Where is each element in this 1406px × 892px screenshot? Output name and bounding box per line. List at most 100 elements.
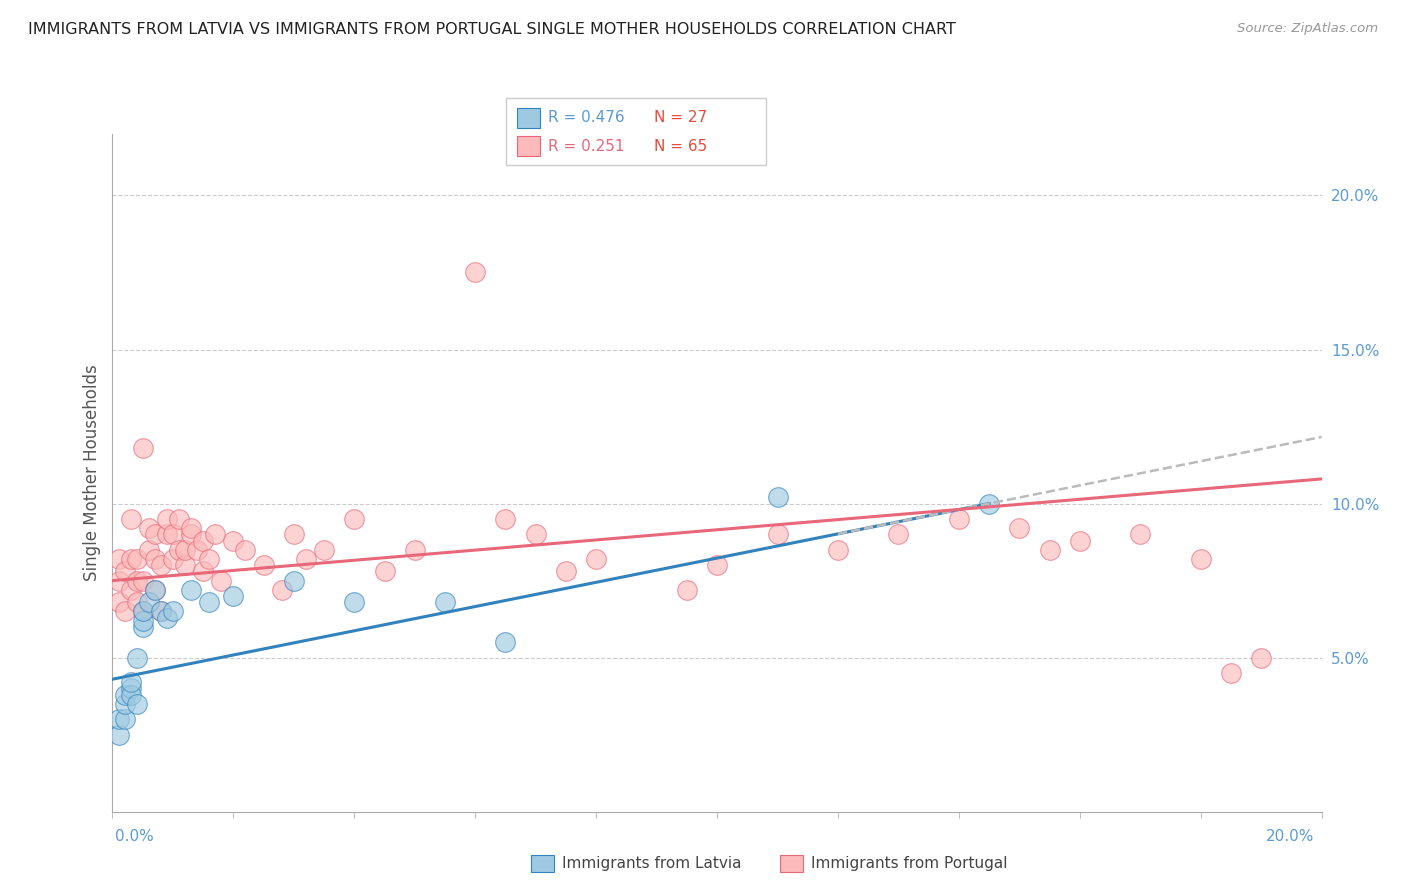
Text: Source: ZipAtlas.com: Source: ZipAtlas.com xyxy=(1237,22,1378,36)
Point xyxy=(132,620,155,634)
Point xyxy=(283,527,305,541)
Point xyxy=(198,595,221,609)
Point xyxy=(433,595,456,609)
Point xyxy=(125,574,148,588)
Point xyxy=(1008,521,1031,535)
Point xyxy=(283,574,305,588)
Point xyxy=(948,512,970,526)
Point xyxy=(314,542,336,557)
Point xyxy=(1069,533,1091,548)
Point xyxy=(107,595,129,609)
Point xyxy=(222,589,245,603)
Point xyxy=(125,595,148,609)
Point xyxy=(143,582,166,597)
Point xyxy=(343,512,366,526)
Text: 20.0%: 20.0% xyxy=(1267,830,1315,844)
Point xyxy=(706,558,728,573)
Point xyxy=(766,491,789,505)
Point xyxy=(138,595,160,609)
Point xyxy=(132,574,155,588)
Text: Immigrants from Latvia: Immigrants from Latvia xyxy=(562,856,742,871)
Point xyxy=(174,558,197,573)
Point xyxy=(132,441,155,455)
Point xyxy=(209,574,232,588)
Y-axis label: Single Mother Households: Single Mother Households xyxy=(83,365,101,581)
Text: N = 65: N = 65 xyxy=(654,139,707,153)
Point xyxy=(107,728,129,742)
Point xyxy=(180,527,202,541)
Point xyxy=(887,527,910,541)
Point xyxy=(270,582,292,597)
Point xyxy=(156,512,179,526)
Point xyxy=(162,527,184,541)
Text: R = 0.476: R = 0.476 xyxy=(548,111,624,125)
Point xyxy=(132,604,155,618)
Point xyxy=(675,582,697,597)
Point xyxy=(186,542,208,557)
Point xyxy=(107,574,129,588)
Point xyxy=(149,558,172,573)
Point xyxy=(1129,527,1152,541)
Point xyxy=(114,688,136,702)
Point xyxy=(191,565,214,579)
Point xyxy=(156,610,179,624)
Point xyxy=(162,552,184,566)
Text: R = 0.251: R = 0.251 xyxy=(548,139,624,153)
Point xyxy=(132,614,155,628)
Point xyxy=(180,582,202,597)
Point xyxy=(143,527,166,541)
Point xyxy=(120,582,142,597)
Text: IMMIGRANTS FROM LATVIA VS IMMIGRANTS FROM PORTUGAL SINGLE MOTHER HOUSEHOLDS CORR: IMMIGRANTS FROM LATVIA VS IMMIGRANTS FRO… xyxy=(28,22,956,37)
Point xyxy=(149,604,172,618)
Point xyxy=(167,512,190,526)
Point xyxy=(114,712,136,726)
Point xyxy=(495,512,517,526)
Point xyxy=(120,512,142,526)
Point xyxy=(1220,666,1243,681)
Point xyxy=(827,542,849,557)
Point xyxy=(204,527,226,541)
Point xyxy=(125,552,148,566)
Point xyxy=(253,558,276,573)
Point xyxy=(114,565,136,579)
Point xyxy=(114,697,136,711)
Point xyxy=(143,582,166,597)
Text: Immigrants from Portugal: Immigrants from Portugal xyxy=(811,856,1008,871)
Point xyxy=(149,604,172,618)
Point xyxy=(1038,542,1062,557)
Point xyxy=(120,681,142,696)
Point xyxy=(766,527,789,541)
Point xyxy=(138,521,160,535)
Point xyxy=(524,527,547,541)
Point xyxy=(107,712,129,726)
Point xyxy=(1250,650,1272,665)
Point xyxy=(977,497,1000,511)
Point xyxy=(120,552,142,566)
Point xyxy=(143,552,166,566)
Point xyxy=(495,635,517,649)
Point xyxy=(191,533,214,548)
Point xyxy=(180,521,202,535)
Point xyxy=(464,265,486,279)
Point xyxy=(167,542,190,557)
Point xyxy=(343,595,366,609)
Point xyxy=(138,542,160,557)
Point xyxy=(174,542,197,557)
Point xyxy=(114,604,136,618)
Point xyxy=(235,542,257,557)
Point xyxy=(162,604,184,618)
Point xyxy=(374,565,396,579)
Point xyxy=(120,688,142,702)
Text: 0.0%: 0.0% xyxy=(115,830,155,844)
Point xyxy=(107,552,129,566)
Point xyxy=(295,552,318,566)
Point xyxy=(1189,552,1212,566)
Point xyxy=(404,542,426,557)
Point xyxy=(554,565,576,579)
Point xyxy=(198,552,221,566)
Point xyxy=(120,675,142,690)
Point xyxy=(585,552,607,566)
Point xyxy=(125,650,148,665)
Point xyxy=(156,527,179,541)
Point xyxy=(132,604,155,618)
